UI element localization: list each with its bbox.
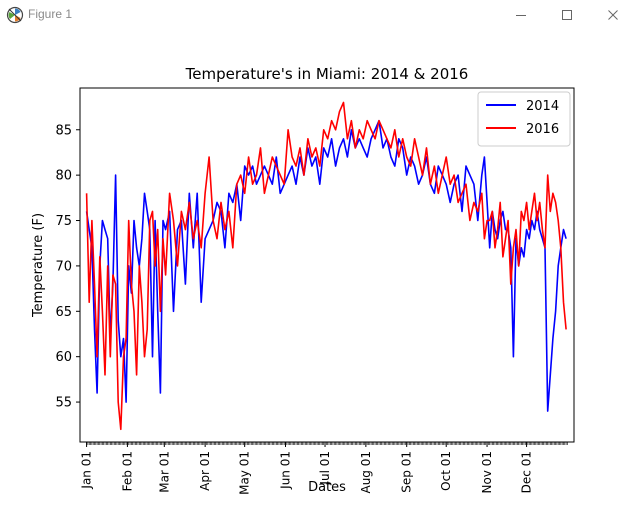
x-tick-label: Apr 01 (198, 451, 212, 491)
x-tick-label: Jul 01 (318, 451, 332, 486)
y-tick-label: 70 (55, 259, 72, 274)
series-line-2016 (85, 101, 567, 431)
x-tick-label: Feb 01 (120, 451, 134, 491)
x-tick-label: Mar 01 (157, 451, 171, 493)
y-tick-label: 55 (55, 396, 72, 411)
plot-frame (79, 87, 575, 443)
window-title: Figure 1 (28, 7, 73, 21)
maximize-button[interactable] (544, 0, 590, 30)
y-axis-label: Temperature (F) (31, 213, 46, 318)
x-tick-label: Dec 01 (520, 451, 534, 493)
y-tick-label: 85 (55, 123, 72, 138)
x-tick-label: May 01 (238, 451, 252, 495)
x-tick-label: Oct 01 (439, 451, 453, 491)
minimize-icon (516, 15, 526, 16)
y-tick-label: 80 (55, 169, 72, 184)
minimize-button[interactable] (498, 0, 544, 30)
x-tick-label: Nov 01 (480, 451, 494, 494)
x-tick-label: Jun 01 (279, 451, 293, 490)
line-chart: Temperature's in Miami: 2014 & 2016 55 60… (31, 65, 575, 495)
x-tick-label: Aug 01 (359, 451, 373, 494)
legend-label-2014: 2014 (526, 99, 559, 114)
y-tick-label: 60 (55, 350, 72, 365)
maximize-icon (562, 10, 572, 20)
legend-label-2016: 2016 (526, 122, 559, 137)
window-titlebar: Figure 1 (0, 0, 637, 30)
y-tick-label: 75 (55, 214, 72, 229)
matplotlib-icon (6, 6, 24, 24)
close-button[interactable] (590, 0, 636, 30)
x-axis-label: Dates (308, 480, 346, 495)
y-tick-label: 65 (55, 305, 72, 320)
figure-canvas: Temperature's in Miami: 2014 & 2016 55 60… (0, 30, 637, 508)
x-tick-label: Jan 01 (80, 451, 94, 490)
chart-title: Temperature's in Miami: 2014 & 2016 (185, 65, 469, 83)
x-tick-label: Sep 01 (400, 451, 414, 493)
legend: 2014 2016 (477, 91, 571, 147)
close-icon (608, 10, 618, 20)
